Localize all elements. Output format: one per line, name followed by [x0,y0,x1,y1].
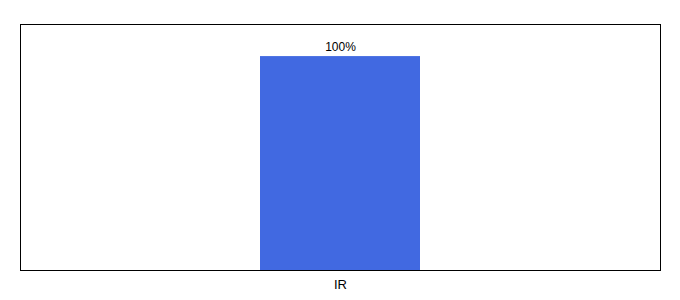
svg-text:100%: 100% [325,40,356,54]
svg-text:IR: IR [334,277,347,292]
